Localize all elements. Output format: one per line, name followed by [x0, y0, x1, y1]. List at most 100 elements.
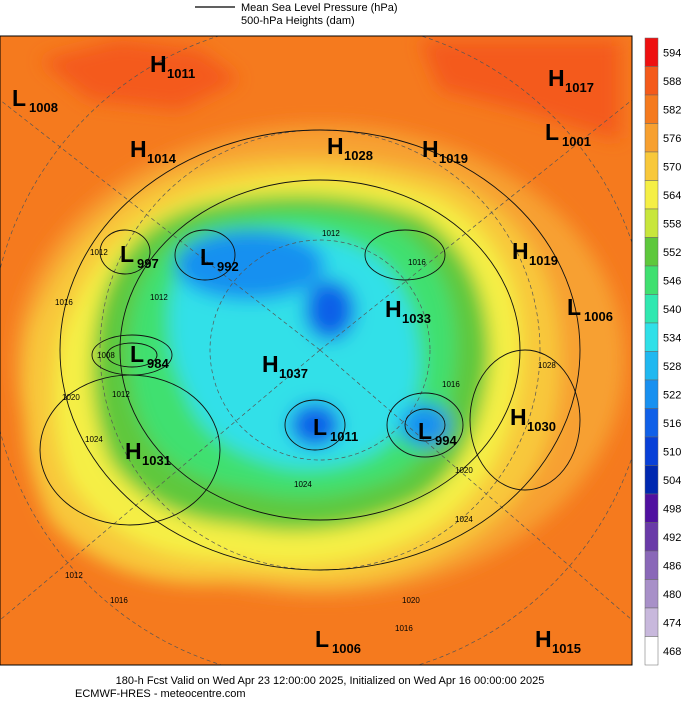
footer-valid: 180-h Fcst Valid on Wed Apr 23 12:00:00 …: [116, 675, 545, 687]
center-kind: H: [422, 136, 439, 162]
center-kind: L: [12, 85, 26, 111]
colorbar-label: 498: [663, 503, 681, 515]
center-kind: L: [567, 294, 581, 320]
isobar-label: 1016: [442, 380, 460, 389]
center-value: 992: [217, 259, 239, 274]
center-value: 1031: [142, 453, 171, 468]
colorbar-label: 486: [663, 560, 681, 572]
center-kind: H: [262, 351, 279, 377]
center-value: 984: [147, 356, 169, 371]
footer-source: ECMWF-HRES - meteocentre.com: [75, 688, 246, 700]
colorbar-label: 534: [663, 332, 681, 344]
isobar-label: 1012: [65, 571, 83, 580]
center-value: 1030: [527, 419, 556, 434]
isobar-label: 1020: [455, 466, 473, 475]
isobar-labels: 1012 1016 1008 1012 1020 1024 1012 1016 1012 1016…: [55, 229, 556, 633]
colorbar-swatch: [644, 294, 659, 324]
center-kind: H: [125, 438, 142, 464]
legend-pressure: Mean Sea Level Pressure (hPa): [241, 2, 398, 14]
center-value: 1037: [279, 366, 308, 381]
colorbar-swatch: [644, 151, 659, 181]
colorbar-label: 504: [663, 475, 681, 487]
colorbar-label: 468: [663, 646, 681, 658]
center-value: 997: [137, 256, 159, 271]
colorbar-swatch: [644, 94, 659, 124]
colorbar-swatch: [644, 579, 659, 609]
center-kind: L: [130, 341, 144, 367]
isobar-label: 1020: [402, 596, 420, 605]
isobar-label: 1016: [110, 596, 128, 605]
isobar-label: 1012: [150, 293, 168, 302]
center-kind: L: [418, 418, 432, 444]
map: [0, 36, 632, 665]
colorbar-swatch: [644, 180, 659, 210]
colorbar-label: 540: [663, 304, 681, 316]
center-value: 1015: [552, 641, 581, 656]
isobar-label: 1020: [62, 393, 80, 402]
colorbar-swatch: [644, 237, 659, 267]
center-kind: H: [385, 296, 402, 322]
center-kind: H: [548, 65, 565, 91]
center-value: 1014: [147, 151, 177, 166]
center-kind: L: [315, 626, 329, 652]
center-value: 1001: [562, 134, 591, 149]
center-value: 994: [435, 433, 457, 448]
colorbar-swatch: [644, 522, 659, 552]
center-value: 1028: [344, 148, 373, 163]
field-patch: [40, 40, 240, 110]
colorbar-label: 582: [663, 104, 681, 116]
colorbar-swatch: [644, 322, 659, 352]
center-kind: L: [545, 119, 559, 145]
field-patch: [400, 403, 450, 447]
center-kind: H: [130, 136, 147, 162]
colorbar-label: 570: [663, 161, 681, 173]
isobar-label: 1024: [294, 480, 312, 489]
center-value: 1006: [332, 641, 361, 656]
center-kind: H: [512, 238, 529, 264]
legend-heights: 500-hPa Heights (dam): [241, 15, 355, 27]
center-kind: H: [535, 626, 552, 652]
isobar-label: 1024: [85, 435, 103, 444]
colorbar-label: 552: [663, 247, 681, 259]
isobar-label: 1016: [55, 298, 73, 307]
colorbar-swatch: [644, 636, 659, 666]
center-kind: H: [510, 404, 527, 430]
isobar-label: 1012: [90, 248, 108, 257]
colorbar-label: 492: [663, 532, 681, 544]
isobar-label: 1016: [408, 258, 426, 267]
center-value: 1017: [565, 80, 594, 95]
colorbar-swatch: [644, 465, 659, 495]
colorbar-swatch: [644, 493, 659, 523]
colorbar-label: 546: [663, 275, 681, 287]
field-patch: [305, 280, 355, 340]
center-kind: H: [327, 133, 344, 159]
center-value: 1019: [529, 253, 558, 268]
colorbar: 594 588 582 576 570 564 558 552 546 540 534 528 522 5…: [644, 37, 681, 666]
colorbar-label: 588: [663, 76, 681, 88]
field-patch: [420, 40, 620, 140]
colorbar-swatch: [644, 351, 659, 381]
colorbar-label: 594: [663, 47, 681, 59]
colorbar-label: 558: [663, 218, 681, 230]
colorbar-swatch: [644, 208, 659, 238]
map-frame: [0, 35, 633, 666]
colorbar-swatch: [644, 607, 659, 637]
colorbar-label: 564: [663, 190, 681, 202]
colorbar-swatch: [644, 379, 659, 409]
colorbar-swatch: [644, 66, 659, 96]
center-value: 1011: [330, 429, 358, 444]
center-kind: L: [313, 414, 327, 440]
colorbar-swatch: [644, 436, 659, 466]
colorbar-swatch: [644, 123, 659, 153]
colorbar-label: 480: [663, 589, 681, 601]
colorbar-swatch: [644, 408, 659, 438]
center-value: 1008: [29, 100, 58, 115]
colorbar-label: 576: [663, 133, 681, 145]
isobar-label: 1016: [395, 624, 413, 633]
colorbar-label: 528: [663, 361, 681, 373]
colorbar-label: 510: [663, 446, 681, 458]
colorbar-label: 522: [663, 389, 681, 401]
isobar-label: 1028: [538, 361, 556, 370]
